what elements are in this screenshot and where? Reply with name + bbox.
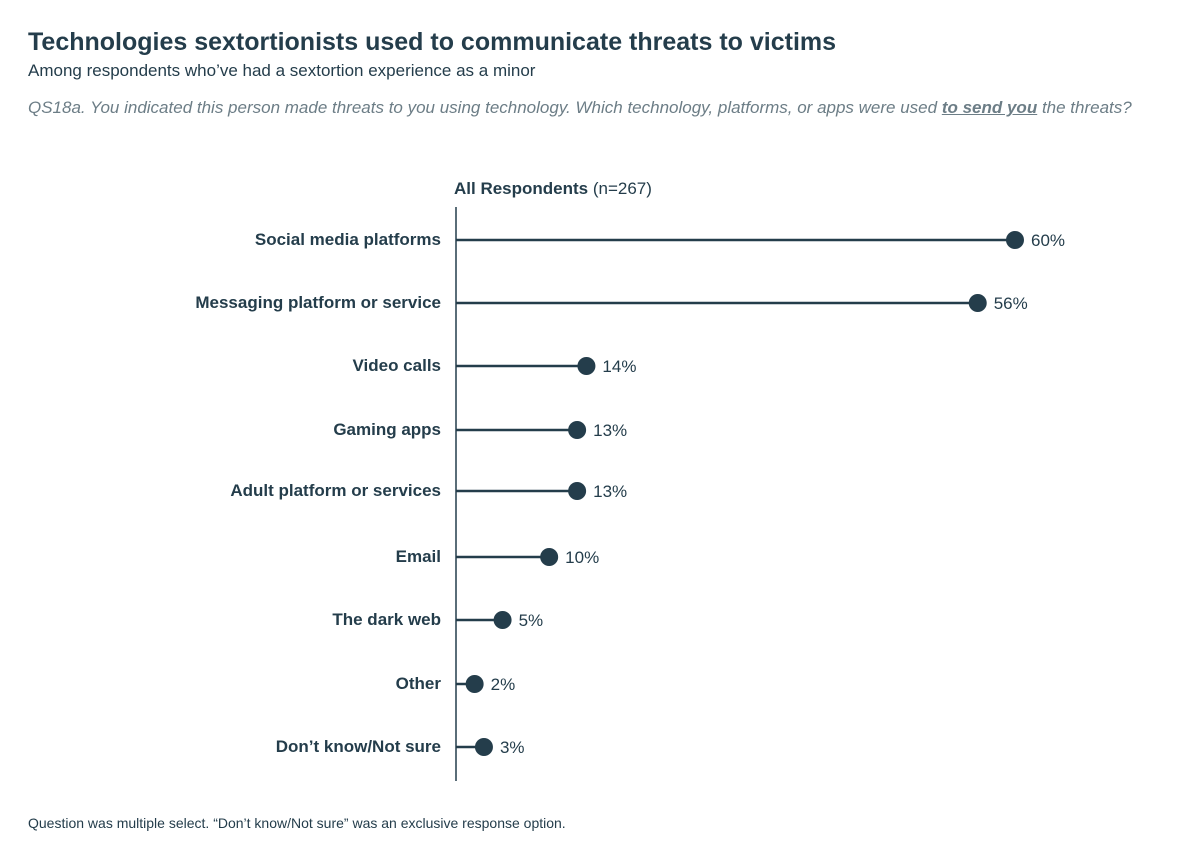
category-label: Social media platforms (255, 230, 441, 249)
bar-dot (577, 357, 596, 375)
question-prefix: QS18a. You indicated this person made th… (28, 98, 942, 117)
value-label: 2% (491, 675, 516, 694)
value-label: 10% (565, 548, 599, 567)
bar-dot (968, 294, 987, 312)
category-label: The dark web (332, 610, 441, 629)
bar-dot (568, 421, 587, 439)
value-label: 13% (593, 421, 627, 440)
bar-dot (568, 482, 587, 500)
series-title: All Respondents (n=267) (454, 179, 652, 198)
category-label: Video calls (352, 356, 441, 375)
value-label: 13% (593, 482, 627, 501)
bar-dot (540, 548, 559, 566)
chart-subtitle: Among respondents who’ve had a sextortio… (28, 61, 536, 80)
category-label: Email (396, 547, 441, 566)
survey-question: QS18a. You indicated this person made th… (28, 95, 1138, 121)
category-label: Other (396, 674, 442, 693)
value-label: 56% (994, 294, 1028, 313)
bar-dot (1006, 231, 1024, 249)
category-label: Don’t know/Not sure (276, 737, 441, 756)
category-label: Messaging platform or service (195, 293, 441, 312)
question-emphasis: to send you (941, 98, 1038, 117)
chart-title: Technologies sextortionists used to comm… (28, 28, 837, 56)
series-title-name: All Respondents (454, 179, 593, 198)
bar-dot (465, 675, 484, 693)
value-label: 14% (602, 357, 636, 376)
question-suffix: the threats? (1037, 98, 1132, 117)
value-label: 5% (519, 611, 544, 630)
category-label: Gaming apps (333, 420, 441, 439)
value-label: 3% (500, 738, 525, 757)
value-label: 60% (1031, 231, 1065, 250)
bar-dot (474, 738, 493, 756)
footnote: Question was multiple select. “Don’t kno… (28, 815, 566, 831)
series-title-n: (n=267) (593, 179, 652, 198)
category-label: Adult platform or services (230, 481, 441, 500)
bar-dot (493, 611, 512, 629)
